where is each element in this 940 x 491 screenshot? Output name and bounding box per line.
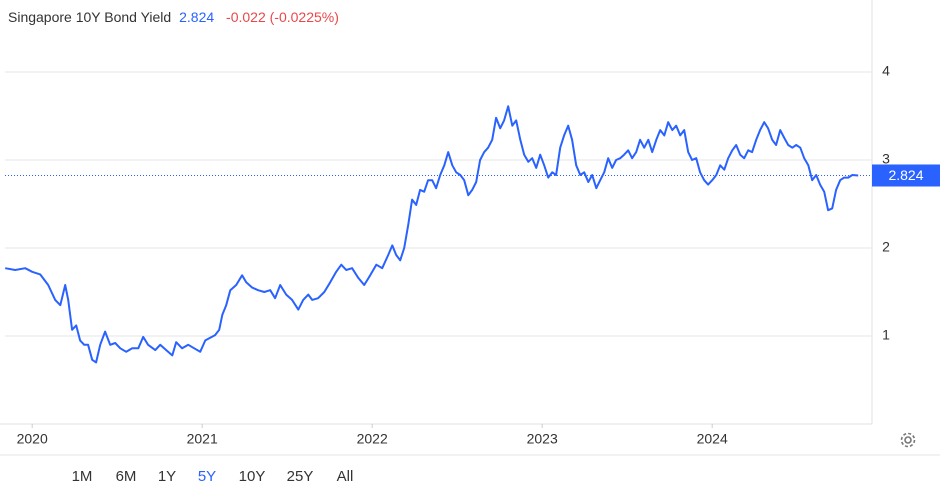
y-tick-label: 1 [882,327,890,343]
settings-icon[interactable] [900,432,916,448]
range-button[interactable]: 6M [116,468,137,485]
price: 2.824 [179,9,214,25]
last-value-badge [872,164,940,187]
y-tick-label: 4 [882,63,890,79]
range-button[interactable]: All [337,468,354,485]
x-tick-label: 2021 [187,431,218,447]
y-tick-label: 3 [882,151,890,167]
x-tick-label: 2022 [357,431,388,447]
x-tick-label: 2020 [17,431,48,447]
range-button[interactable]: 5Y [198,468,216,485]
range-button[interactable]: 10Y [239,468,266,485]
y-tick-label: 2 [882,239,890,255]
range-button[interactable]: 1Y [158,468,176,485]
range-button[interactable]: 1M [72,468,93,485]
last-value-label: 2.824 [888,167,923,183]
range-button[interactable]: 25Y [287,468,314,485]
change: -0.022 (-0.0225%) [226,9,339,25]
x-tick-label: 2024 [697,431,728,447]
x-tick-label: 2023 [527,431,558,447]
chart-title: Singapore 10Y Bond Yield [8,9,171,25]
yield-line [5,105,859,364]
header: Singapore 10Y Bond Yield 2.824 -0.022 (-… [8,9,339,25]
